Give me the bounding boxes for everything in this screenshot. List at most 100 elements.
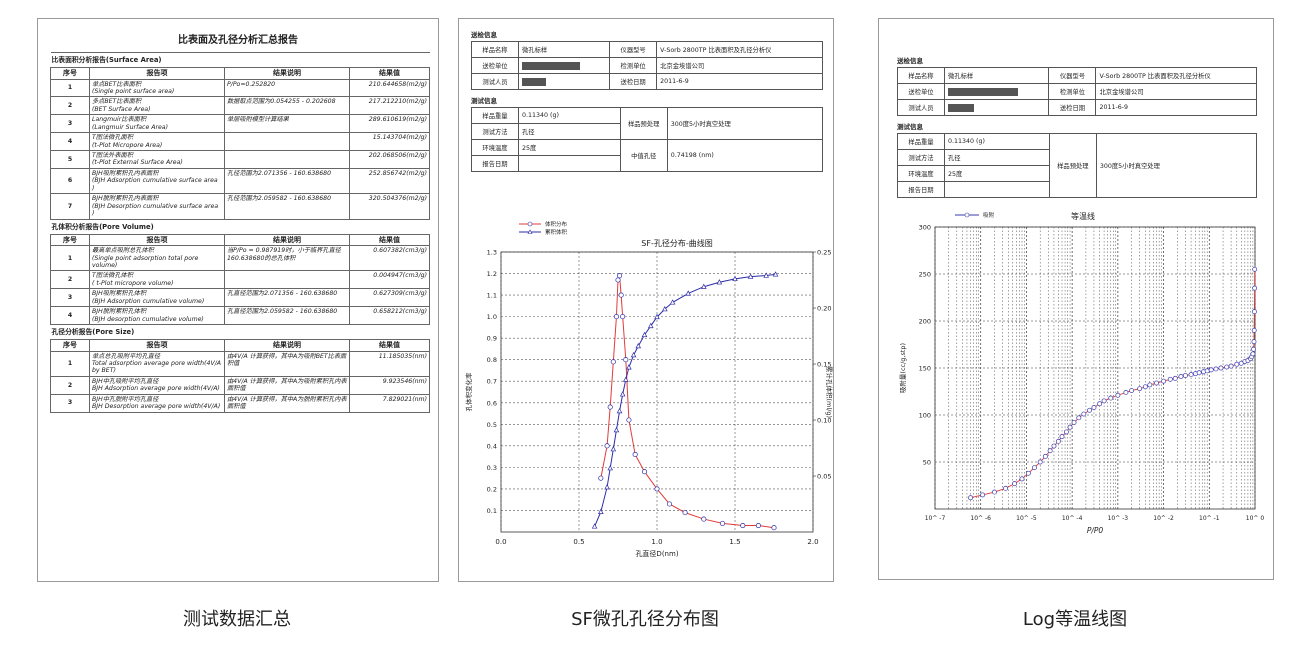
y-tick-label: 1.1 [487, 292, 497, 300]
data-point [647, 322, 654, 329]
data-point [1251, 309, 1257, 315]
data-point [669, 299, 676, 305]
table-header-row: 序号 报告项 结果说明 结果值 [50, 233, 430, 247]
data-point [623, 357, 629, 363]
data-point [772, 271, 779, 277]
plot-frame [500, 251, 814, 533]
tester-key: 测试人员 [897, 99, 945, 116]
caption-isotherm: Log等温线图 [1022, 609, 1128, 630]
data-point [701, 283, 707, 289]
x-tick-label: 10^ -5 [1016, 515, 1037, 522]
data-point [701, 516, 707, 522]
data-point [992, 489, 997, 495]
report-item: BJH中孔吸附平均孔直径 BJH Adsorption average pore … [89, 375, 225, 395]
table-row: 7 BJH脱附累积孔内表面积 (BJH Desorption cumulative … [50, 193, 430, 220]
item-name-en: (Single point adsorption total pore volu… [92, 254, 199, 269]
caption-summary: 测试数据汇总 [183, 609, 291, 630]
weight-key: 样品重量 [897, 133, 945, 150]
data-point [654, 313, 660, 320]
x-tick-label: 10^ -6 [970, 515, 991, 522]
result-value: 0.627309(cm3/g) [349, 288, 430, 308]
data-point [1032, 465, 1037, 471]
result-value: 15.143704(m2/g) [349, 132, 430, 152]
data-point [591, 523, 598, 529]
data-point [1108, 395, 1114, 401]
row-number: 5 [50, 150, 90, 169]
pretreat-key: 样品预处理 [619, 107, 668, 140]
data-point [630, 351, 637, 358]
data-point [1055, 438, 1061, 444]
table-row: 2 T图法微孔体积( t-Plot micropore volume) 0.0049… [50, 270, 430, 290]
table-row: 1 最高单点吸附总孔体积 (Single point adsorption tota… [50, 245, 430, 272]
report-date-key: 报告日期 [471, 155, 519, 172]
send-date-value: 2011-6-9 [1095, 99, 1257, 116]
item-name-cn: BJH脱附累积孔体积 [92, 308, 147, 316]
row-number: 2 [50, 375, 90, 395]
result-description [224, 150, 350, 169]
data-point [1101, 398, 1107, 404]
item-name-cn: 多点BET比表面积 [92, 98, 142, 106]
data-point [771, 525, 777, 531]
row-number: 7 [50, 193, 90, 220]
method-value: 孔径 [944, 149, 1050, 166]
isotherm-chart: 等温线 10^ -7 10^ -6 10^ -5 10^ -4 10^ -3 10^ -2 1… [898, 211, 1264, 535]
column-header: 序号 [50, 67, 90, 80]
item-name-en: (BJH Adsorption cumulative volume) [92, 297, 205, 305]
table-header-row: 序号 报告项 结果说明 结果值 [50, 339, 430, 352]
x-tick-label: 0.0 [495, 538, 506, 546]
data-point [747, 273, 754, 279]
data-point [1003, 485, 1009, 491]
legend-label: 吸附 [983, 211, 995, 219]
table-row: 2 BJH中孔吸附平均孔直径 BJH Adsorption average pore… [50, 375, 430, 395]
row-number: 1 [50, 350, 90, 377]
data-point [1097, 401, 1103, 407]
data-point [1251, 346, 1257, 352]
row-number: 1 [50, 245, 90, 272]
data-point [610, 359, 616, 365]
data-point [1251, 327, 1257, 333]
pore-distribution-chart: SF-孔径分布-曲线图 0.1 0.2 0.3 0.4 0.5 0.6 0.7 0.8 0.9 1.… [464, 220, 833, 558]
data-point [620, 314, 626, 320]
data-point [1063, 429, 1069, 435]
chart-title: 等温线 [1071, 211, 1095, 221]
report-item: BJH吸附累积孔内表面积 (BJH Adsorption cumulative s… [89, 167, 225, 195]
legend-label: 累积体积 [545, 228, 568, 236]
y-tick-label: 0.3 [487, 464, 497, 472]
item-name-en: BJH Adsorption average pore width(4V/A) [92, 385, 220, 393]
table-row: 1 单点BET比表面积 (Single point surface area) P/P… [50, 78, 430, 98]
item-name-en: (t-Plot Micropore Area) [92, 141, 163, 149]
column-header: 结果值 [349, 233, 430, 247]
report-item: 多点BET比表面积 (BET Surface Area) [89, 96, 225, 116]
data-point [1087, 407, 1092, 413]
data-point [604, 443, 610, 449]
y2-tick-label: 0.10 [817, 417, 831, 425]
x-tick-label: 10^ -4 [1062, 515, 1083, 522]
report-title: 比表面及孔径分析汇总报告 [178, 35, 298, 46]
data-point [1218, 365, 1224, 371]
data-point [763, 272, 769, 278]
data-point [654, 486, 660, 492]
result-description: 数据取点范围为0.054255 - 0.202608 [224, 96, 350, 116]
data-point [1076, 415, 1082, 421]
method-key: 测试方法 [471, 123, 519, 140]
x-tick-label: 1.5 [729, 538, 740, 546]
y-tick-label: 0.1 [487, 507, 497, 515]
data-point [1188, 372, 1194, 378]
column-header: 报告项 [89, 67, 225, 80]
item-name-en: (t-Plot External Surface Area) [92, 159, 183, 167]
data-point [1142, 384, 1148, 390]
method-value: 孔径 [518, 123, 621, 140]
data-point [685, 290, 691, 296]
result-value: 9.923546(nm) [349, 375, 430, 395]
table-row: 3 Langmuir比表面积 (Langmuir Surface Area) 单层吸附… [50, 114, 430, 134]
series-line [600, 275, 775, 529]
data-point [740, 522, 746, 529]
send-unit-key: 送检单位 [897, 83, 945, 100]
temp-value: 25度 [944, 165, 1050, 182]
legend-marker [527, 221, 533, 227]
row-number: 2 [50, 270, 90, 290]
table-header-row: 序号 报告项 结果说明 结果值 [50, 67, 430, 80]
instrument-key: 仪器型号 [609, 41, 658, 58]
result-value: 7.829021(nm) [349, 393, 430, 413]
y-tick-label: 0.4 [487, 442, 497, 450]
